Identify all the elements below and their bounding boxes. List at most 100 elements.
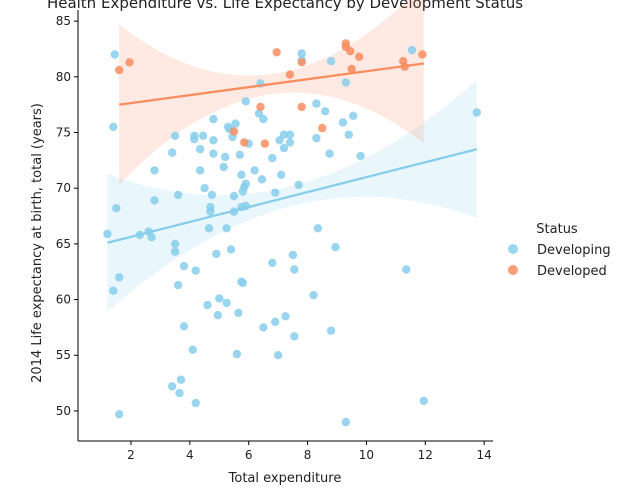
regression-line-developed — [119, 62, 424, 106]
point-developing — [209, 149, 218, 158]
legend: Status Developing Developed — [508, 222, 611, 279]
y-tick-label: 75 — [56, 126, 71, 140]
point-developing — [268, 258, 277, 267]
point-developing — [221, 152, 230, 162]
point-developing — [115, 410, 124, 419]
point-developing — [150, 166, 159, 175]
point-developing — [235, 150, 245, 159]
point-developing — [321, 107, 330, 116]
point-developing — [109, 122, 118, 132]
point-developed — [260, 139, 270, 148]
point-developing — [175, 388, 184, 398]
point-developing — [191, 398, 200, 408]
point-developing — [312, 99, 321, 108]
point-developing — [250, 166, 259, 175]
point-developing — [259, 323, 268, 332]
point-developing — [200, 184, 209, 193]
regression-lines — [107, 62, 478, 244]
point-developing — [170, 131, 180, 140]
point-developing — [290, 265, 299, 274]
point-developing — [472, 108, 481, 117]
point-developing — [271, 317, 280, 326]
point-developing — [222, 224, 231, 233]
y-tick-label: 70 — [56, 181, 71, 195]
x-tick-label: 8 — [304, 448, 312, 462]
point-developed — [318, 123, 327, 133]
data-points — [103, 39, 481, 427]
point-developing — [341, 78, 350, 87]
x-tick-label: 12 — [418, 448, 433, 462]
point-developing — [198, 131, 208, 140]
point-developed — [285, 70, 295, 79]
point-developing — [103, 229, 112, 239]
point-developing — [241, 179, 250, 188]
point-developing — [112, 204, 121, 213]
regression-line-developing — [107, 148, 478, 244]
point-developing — [288, 250, 298, 260]
y-axis-label: 2014 Life expectancy at birth, total (ye… — [30, 103, 45, 383]
y-tick-label: 50 — [56, 404, 71, 418]
point-developing — [281, 312, 290, 321]
point-developing — [309, 290, 318, 300]
point-developing — [290, 332, 299, 341]
point-developing — [209, 114, 218, 124]
point-developing — [279, 143, 289, 153]
point-developed — [229, 127, 239, 136]
y-tick-label: 80 — [56, 70, 71, 84]
point-developed — [341, 39, 350, 48]
point-developing — [147, 233, 156, 242]
point-developing — [170, 239, 180, 249]
point-developed — [346, 47, 355, 56]
point-developing — [226, 245, 236, 254]
point-developing — [188, 345, 197, 354]
point-developing — [276, 170, 286, 179]
point-developed — [297, 102, 306, 112]
point-developed — [115, 65, 124, 75]
x-axis-label: Total expenditure — [228, 471, 342, 486]
legend-marker-developed — [508, 265, 518, 275]
point-developing — [325, 149, 334, 158]
point-developing — [110, 50, 120, 59]
point-developing — [344, 130, 353, 139]
point-developing — [241, 97, 250, 106]
point-developing — [341, 417, 350, 427]
point-developing — [349, 111, 358, 121]
point-developing — [326, 326, 336, 335]
point-developing — [206, 207, 215, 216]
point-developing — [229, 191, 239, 201]
point-developed — [297, 58, 306, 67]
point-developing — [232, 349, 242, 359]
legend-marker-developing — [508, 244, 518, 254]
point-developing — [115, 273, 124, 282]
point-developing — [326, 57, 336, 66]
point-developing — [179, 261, 189, 271]
y-tick-label: 55 — [56, 348, 71, 362]
point-developing — [285, 138, 295, 147]
point-developing — [195, 145, 205, 154]
ticks: 2 4 6 8 10 12 14 50 55 60 65 70 75 80 85 — [56, 14, 492, 462]
point-developing — [109, 286, 118, 295]
point-developing — [191, 266, 200, 275]
chart-title: Health Expenditure vs. Life Expectancy b… — [47, 0, 523, 12]
x-tick-label: 14 — [477, 448, 492, 462]
point-developing — [419, 396, 428, 406]
point-developing — [407, 45, 417, 55]
point-developed — [272, 48, 281, 57]
point-developing — [273, 351, 283, 360]
point-developing — [212, 249, 221, 259]
point-developing — [173, 190, 183, 200]
point-developing — [271, 188, 280, 197]
point-developing — [213, 311, 222, 320]
point-developing — [312, 133, 321, 143]
x-tick-label: 4 — [186, 448, 194, 462]
point-developing — [313, 224, 323, 233]
point-developing — [231, 119, 240, 128]
point-developing — [294, 180, 303, 190]
point-developing — [238, 278, 247, 288]
point-developed — [240, 138, 249, 147]
point-developing — [190, 135, 199, 144]
point-developing — [204, 224, 214, 233]
point-developing — [179, 322, 189, 331]
point-developing — [215, 294, 224, 303]
legend-label-developed: Developed — [537, 264, 607, 279]
